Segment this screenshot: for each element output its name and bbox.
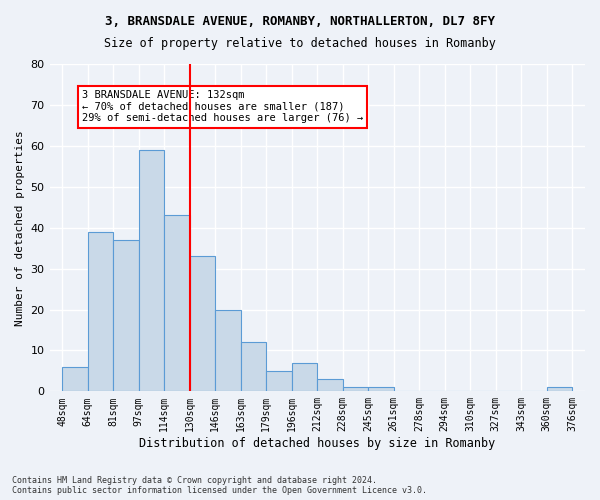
Bar: [190, 256, 215, 392]
Bar: [317, 379, 343, 392]
Bar: [343, 387, 368, 392]
Bar: [113, 240, 139, 392]
Text: 3, BRANSDALE AVENUE, ROMANBY, NORTHALLERTON, DL7 8FY: 3, BRANSDALE AVENUE, ROMANBY, NORTHALLER…: [105, 15, 495, 28]
Text: Contains HM Land Registry data © Crown copyright and database right 2024.
Contai: Contains HM Land Registry data © Crown c…: [12, 476, 427, 495]
Y-axis label: Number of detached properties: Number of detached properties: [15, 130, 25, 326]
Text: 3 BRANSDALE AVENUE: 132sqm
← 70% of detached houses are smaller (187)
29% of sem: 3 BRANSDALE AVENUE: 132sqm ← 70% of deta…: [82, 90, 363, 124]
Bar: [215, 310, 241, 392]
Bar: [164, 216, 190, 392]
Bar: [88, 232, 113, 392]
Text: Size of property relative to detached houses in Romanby: Size of property relative to detached ho…: [104, 38, 496, 51]
X-axis label: Distribution of detached houses by size in Romanby: Distribution of detached houses by size …: [139, 437, 496, 450]
Bar: [547, 387, 572, 392]
Bar: [139, 150, 164, 392]
Bar: [62, 367, 88, 392]
Bar: [266, 371, 292, 392]
Bar: [241, 342, 266, 392]
Bar: [368, 387, 394, 392]
Bar: [292, 362, 317, 392]
